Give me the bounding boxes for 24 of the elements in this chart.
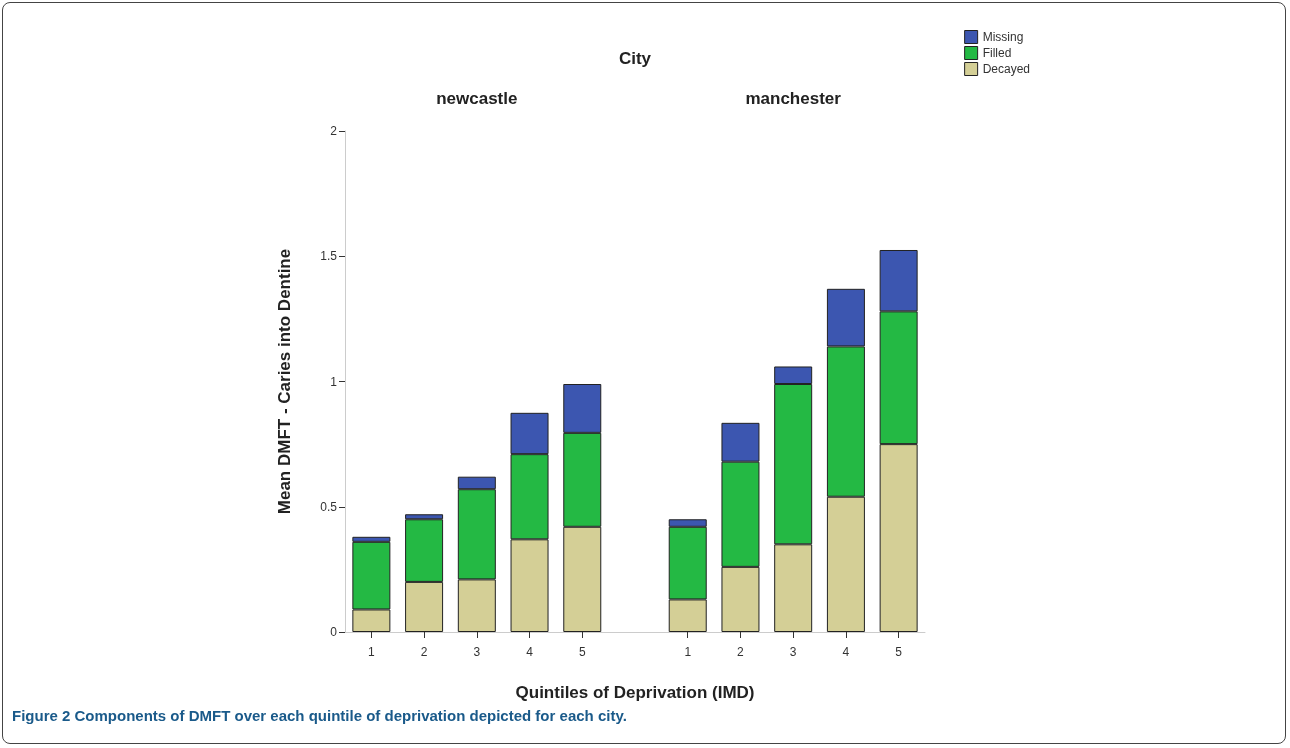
- text: newcastle: [436, 88, 518, 108]
- x-tick-label: 3: [789, 645, 797, 659]
- y-tick-label: 2: [330, 124, 338, 138]
- legend-label: Decayed: [982, 62, 1031, 76]
- y-tick-label: 0.5: [320, 499, 338, 514]
- x-tick-label: 4: [526, 645, 534, 659]
- x-tick-label: 2: [737, 645, 745, 659]
- legend-label: Missing: [982, 30, 1024, 44]
- caption: Figure 2 Components of DMFT over each quintile of deprivation depicted for each city.: [12, 706, 627, 724]
- x-tick-label: 1: [684, 645, 692, 659]
- x-tick-label: 3: [473, 645, 481, 659]
- x-tick-label: 4: [842, 645, 850, 659]
- x-tick-label: 1: [368, 645, 376, 659]
- y-tick-label: 0: [330, 625, 338, 639]
- legend-label: Filled: [982, 46, 1012, 60]
- y-axis-title: Mean DMFT - Caries into Dentine: [275, 248, 294, 515]
- text: City: [618, 48, 652, 68]
- y-tick-label: 1: [330, 374, 338, 389]
- x-tick-label: 2: [420, 645, 428, 659]
- text: manchester: [745, 88, 842, 108]
- x-tick-label: 5: [578, 645, 586, 659]
- y-tick-label: 1.5: [320, 249, 338, 264]
- x-axis-title: Quintiles of Deprivation (IMD): [515, 683, 755, 702]
- x-tick-label: 5: [895, 645, 903, 659]
